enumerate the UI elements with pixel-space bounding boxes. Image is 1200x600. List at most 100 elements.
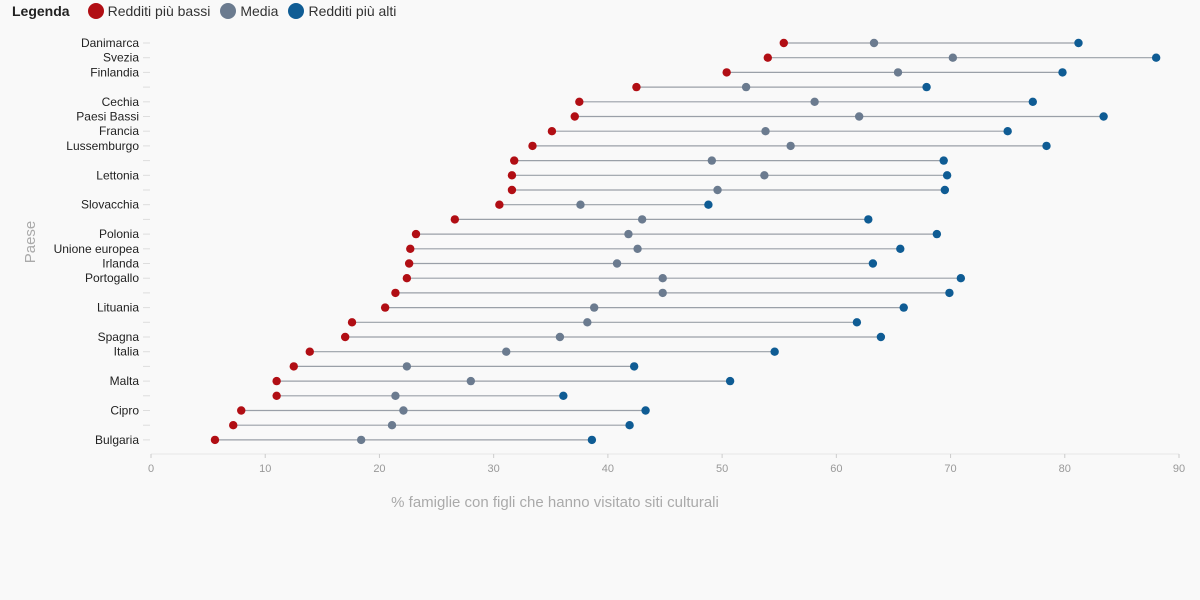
point-low[interactable] xyxy=(272,376,281,386)
x-tick-label: 0 xyxy=(148,463,154,475)
point-mean[interactable] xyxy=(741,82,751,92)
x-tick-label: 50 xyxy=(716,463,728,475)
y-tick-label: Slovacchia xyxy=(81,198,139,212)
point-low[interactable] xyxy=(340,332,350,342)
point-high[interactable] xyxy=(559,391,568,400)
point-high[interactable] xyxy=(864,215,873,224)
legend-dot-icon xyxy=(220,3,237,19)
point-low[interactable] xyxy=(347,318,357,327)
point-high[interactable] xyxy=(1151,53,1161,62)
point-low[interactable] xyxy=(305,347,314,356)
point-high[interactable] xyxy=(852,318,862,327)
point-high[interactable] xyxy=(956,274,966,283)
point-low[interactable] xyxy=(391,288,400,298)
point-mean[interactable] xyxy=(402,362,412,371)
point-mean[interactable] xyxy=(391,391,400,400)
point-low[interactable] xyxy=(547,127,557,136)
point-mean[interactable] xyxy=(761,127,770,136)
point-mean[interactable] xyxy=(854,112,864,121)
point-mean[interactable] xyxy=(502,347,511,356)
chart-row: Lussemburgo xyxy=(66,139,1051,153)
point-low[interactable] xyxy=(763,53,772,62)
point-high[interactable] xyxy=(876,332,886,342)
point-high[interactable] xyxy=(725,376,735,386)
point-high[interactable] xyxy=(939,156,948,165)
legend-item-high[interactable]: Redditi più alti xyxy=(288,3,396,19)
point-low[interactable] xyxy=(404,259,414,268)
y-tick-label: Polonia xyxy=(99,227,139,241)
point-low[interactable] xyxy=(210,435,220,445)
point-high[interactable] xyxy=(1099,112,1108,121)
point-low[interactable] xyxy=(495,200,504,209)
point-low[interactable] xyxy=(507,171,517,180)
point-mean[interactable] xyxy=(707,156,717,165)
point-high[interactable] xyxy=(1028,97,1037,107)
legend-item-mean[interactable]: Media xyxy=(220,3,278,19)
point-high[interactable] xyxy=(1042,141,1051,151)
point-mean[interactable] xyxy=(637,215,647,224)
point-high[interactable] xyxy=(1074,38,1083,48)
point-mean[interactable] xyxy=(786,141,795,151)
point-low[interactable] xyxy=(411,229,421,239)
point-low[interactable] xyxy=(380,303,390,312)
legend-item-low[interactable]: Redditi più bassi xyxy=(87,3,210,19)
point-high[interactable] xyxy=(940,185,950,195)
point-low[interactable] xyxy=(237,406,246,415)
point-high[interactable] xyxy=(704,200,713,209)
point-low[interactable] xyxy=(575,97,584,107)
point-mean[interactable] xyxy=(399,406,408,415)
point-low[interactable] xyxy=(510,156,519,165)
point-mean[interactable] xyxy=(869,38,879,48)
point-low[interactable] xyxy=(528,141,537,151)
point-mean[interactable] xyxy=(810,97,819,107)
point-high[interactable] xyxy=(922,82,931,92)
point-low[interactable] xyxy=(289,362,298,371)
point-mean[interactable] xyxy=(658,274,667,283)
point-mean[interactable] xyxy=(713,185,722,195)
point-mean[interactable] xyxy=(893,68,903,77)
point-low[interactable] xyxy=(722,68,731,77)
point-mean[interactable] xyxy=(466,376,476,386)
chart-row: Italia xyxy=(114,345,779,359)
point-mean[interactable] xyxy=(760,171,769,180)
point-low[interactable] xyxy=(507,185,517,195)
y-axis-title: Paese xyxy=(22,221,39,264)
point-mean[interactable] xyxy=(624,229,633,239)
point-mean[interactable] xyxy=(948,53,958,62)
point-high[interactable] xyxy=(932,229,942,239)
point-high[interactable] xyxy=(587,435,597,445)
x-tick-label: 80 xyxy=(1059,463,1071,475)
point-low[interactable] xyxy=(570,112,579,121)
point-high[interactable] xyxy=(641,406,650,415)
point-high[interactable] xyxy=(629,362,639,371)
point-high[interactable] xyxy=(945,288,954,298)
y-tick-label: Lituania xyxy=(97,301,139,315)
point-high[interactable] xyxy=(899,303,908,312)
point-mean[interactable] xyxy=(356,435,366,445)
legend-label-mean: Media xyxy=(240,3,279,19)
point-high[interactable] xyxy=(770,347,779,356)
point-mean[interactable] xyxy=(387,421,397,430)
point-low[interactable] xyxy=(406,244,415,253)
x-tick-label: 60 xyxy=(830,463,842,475)
point-mean[interactable] xyxy=(589,303,599,312)
point-low[interactable] xyxy=(272,391,281,400)
point-low[interactable] xyxy=(632,82,641,92)
point-low[interactable] xyxy=(779,38,788,48)
point-low[interactable] xyxy=(402,274,412,283)
point-high[interactable] xyxy=(868,259,878,268)
point-mean[interactable] xyxy=(612,259,622,268)
point-mean[interactable] xyxy=(583,318,592,327)
chart-row: Portogallo xyxy=(85,271,966,285)
point-high[interactable] xyxy=(625,421,634,430)
point-high[interactable] xyxy=(942,171,952,180)
point-high[interactable] xyxy=(1058,68,1067,77)
point-low[interactable] xyxy=(229,421,238,430)
point-mean[interactable] xyxy=(658,288,667,298)
point-high[interactable] xyxy=(896,244,905,253)
point-mean[interactable] xyxy=(576,200,585,209)
point-low[interactable] xyxy=(450,215,460,224)
point-mean[interactable] xyxy=(555,332,565,342)
point-high[interactable] xyxy=(1003,127,1012,136)
point-mean[interactable] xyxy=(633,244,642,253)
